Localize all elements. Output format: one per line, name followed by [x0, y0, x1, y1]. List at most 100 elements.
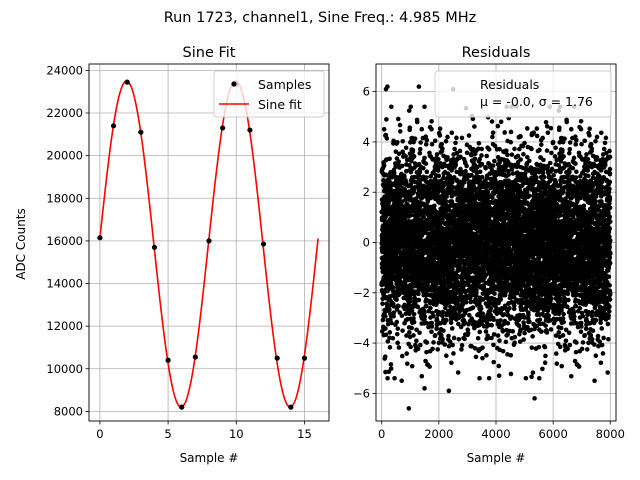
residual-point — [507, 305, 512, 311]
residual-point — [472, 124, 477, 129]
residual-point — [509, 152, 515, 157]
residual-point — [510, 329, 515, 334]
residual-point — [414, 119, 420, 125]
residual-point — [424, 137, 430, 143]
residual-point — [484, 353, 489, 358]
residual-point — [383, 172, 389, 178]
residual-point — [429, 126, 434, 132]
residual-point — [428, 305, 433, 311]
residual-point — [490, 195, 495, 200]
residual-point — [503, 339, 509, 345]
residual-point — [516, 323, 522, 328]
residual-point — [388, 362, 394, 367]
sample-point — [288, 404, 294, 410]
residual-point — [491, 332, 497, 337]
residual-point — [389, 320, 394, 326]
sine-fit-ytick-label: 18000 — [46, 191, 83, 205]
sine-fit-ytick-label: 24000 — [46, 63, 83, 77]
residual-point — [459, 343, 465, 348]
residual-point — [395, 340, 400, 346]
residual-point — [436, 173, 442, 179]
residual-point — [430, 346, 435, 352]
residual-point — [407, 140, 413, 145]
residual-point — [441, 328, 446, 333]
residual-point — [390, 285, 396, 290]
residual-point — [411, 316, 416, 321]
residual-point — [403, 154, 408, 159]
sample-point — [274, 355, 280, 361]
sine-fit-axes: Sine Fit Sample # ADC Counts 0 5 10 1580001… — [14, 45, 330, 465]
residual-point — [423, 161, 429, 166]
residual-point — [490, 163, 496, 168]
residual-point — [432, 138, 438, 144]
residual-point — [474, 287, 479, 293]
residual-point — [429, 141, 435, 147]
residual-point — [387, 156, 392, 162]
sample-point — [151, 244, 158, 250]
legend-samples-marker — [231, 81, 237, 87]
residual-point — [387, 345, 393, 350]
residual-point — [421, 165, 426, 171]
residual-point — [459, 135, 465, 141]
residual-point — [496, 373, 502, 378]
residual-point — [464, 163, 469, 169]
sample-point — [247, 127, 253, 133]
residual-point — [419, 126, 425, 132]
residual-point — [437, 133, 443, 138]
residual-point — [429, 329, 434, 335]
sine-fit-title: Sine Fit — [183, 45, 236, 61]
residual-point — [425, 283, 430, 288]
residual-point — [390, 271, 395, 277]
residual-point — [479, 153, 484, 158]
residual-point — [380, 301, 385, 307]
residual-point — [415, 346, 421, 352]
residual-point — [411, 189, 417, 194]
residual-point — [454, 135, 459, 141]
residual-point — [477, 169, 483, 175]
residual-point — [450, 342, 455, 348]
residual-point — [396, 151, 402, 157]
sine-fit-ytick-label: 16000 — [46, 234, 83, 248]
residual-point — [417, 146, 423, 152]
residual-point — [477, 329, 483, 335]
residual-point — [422, 155, 427, 161]
residual-point — [478, 306, 484, 311]
residual-point — [443, 139, 449, 144]
sample-point — [165, 357, 171, 363]
residual-point — [406, 108, 412, 113]
residual-point — [491, 317, 496, 323]
residual-point — [436, 156, 441, 162]
residual-point — [492, 291, 497, 296]
residual-point — [440, 336, 445, 342]
residual-point — [508, 371, 514, 377]
residual-point — [475, 336, 481, 341]
residual-point — [417, 150, 423, 156]
residual-point — [411, 311, 417, 317]
residual-point — [429, 119, 434, 124]
residual-point — [399, 163, 405, 169]
residual-point — [411, 139, 416, 145]
residual-point — [411, 319, 417, 325]
residual-point — [383, 326, 388, 331]
residual-point — [423, 142, 429, 147]
residual-point — [416, 291, 421, 297]
residual-point — [445, 134, 450, 140]
residual-point — [502, 130, 507, 135]
residual-point — [498, 318, 503, 323]
residual-point — [424, 303, 429, 309]
residual-point — [437, 126, 443, 131]
residual-point — [457, 148, 463, 154]
sample-point — [97, 235, 103, 241]
residual-point — [473, 296, 478, 302]
sample-point — [260, 241, 267, 247]
residual-point — [429, 324, 435, 329]
residual-point — [399, 313, 405, 318]
residual-point — [404, 351, 410, 356]
sine-fit-xlabel: Sample # — [180, 451, 239, 465]
residual-point — [399, 353, 405, 359]
residual-point — [480, 311, 486, 316]
sine-fit-ytick-label: 20000 — [46, 149, 83, 163]
residual-point — [479, 146, 484, 152]
residual-point — [455, 370, 461, 375]
residual-point — [442, 342, 448, 347]
